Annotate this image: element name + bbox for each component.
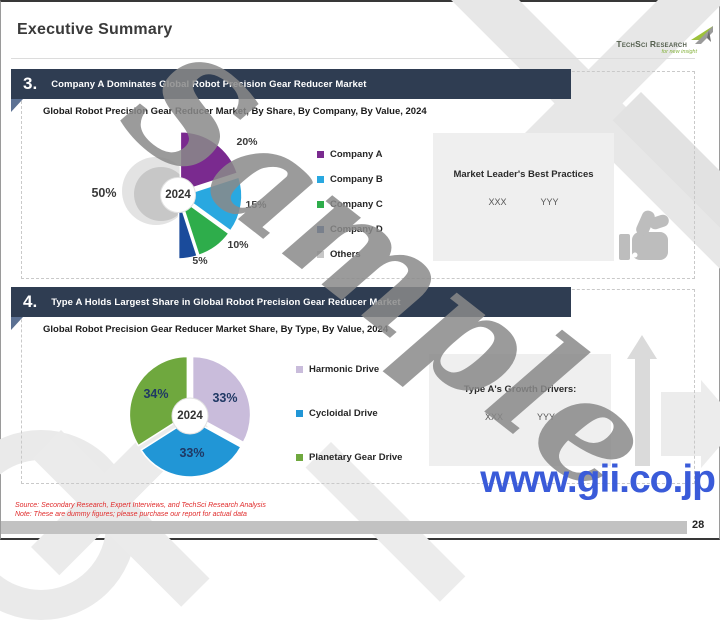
logo-arrow-icon [689, 26, 713, 49]
source-note: Source: Secondary Research, Expert Inter… [15, 501, 266, 519]
pie-percent-label: 5% [192, 255, 208, 267]
legend-label: Harmonic Drive [309, 364, 380, 375]
up-arrow-icon [627, 335, 657, 359]
legend-item: Cycloidal Drive [296, 408, 402, 419]
donut-center-circle [171, 397, 209, 435]
info-box-title: Type A's Growth Drivers: [463, 384, 577, 395]
placeholder-yyy: YYY [540, 197, 559, 207]
up-arrow-icon [635, 358, 650, 466]
right-arrow-icon [661, 392, 705, 456]
chart-2-legend: Harmonic Drive Cycloidal Drive Planetary G… [296, 364, 402, 496]
right-arrow-icon [701, 380, 720, 468]
center-year-label: 2024 [165, 189, 191, 201]
title-separator [11, 58, 695, 59]
info-box-growth-drivers: Type A's Growth Drivers: XXX YYY [429, 354, 611, 466]
ribbon-fold [11, 99, 23, 112]
legend-swatch [296, 410, 303, 417]
section-headline: Company A Dominates Global Robot Precisi… [51, 78, 367, 90]
legend-swatch [317, 151, 324, 158]
legend-swatch [296, 454, 303, 461]
legend-item: Company D [317, 224, 383, 235]
page-title: Executive Summary [17, 21, 173, 38]
logo-tagline: for new insight [661, 49, 697, 55]
pie-slice-cycloidal-drive [140, 418, 242, 478]
placeholder-xxx: XXX [484, 412, 503, 422]
info-box-best-practices: Market Leader's Best Practices XXX YYY [433, 133, 614, 261]
legend-label: Company A [330, 149, 383, 160]
donut-center-circle [160, 177, 196, 213]
company-logo: TechSci Research for new insight [597, 26, 713, 55]
legend-item: Harmonic Drive [296, 364, 402, 375]
center-year-label: 2024 [177, 410, 203, 422]
pie-percent-label: 15% [245, 199, 267, 211]
pie-chart-type-share: 2024 33% 33% 34% [123, 350, 323, 484]
legend-swatch [296, 366, 303, 373]
legend-label: Company B [330, 174, 383, 185]
pie-percent-label: 20% [236, 136, 258, 148]
note-line: Note: These are dummy figures; please pu… [15, 511, 247, 518]
pie-percent-label: 10% [227, 239, 249, 251]
legend-swatch [317, 176, 324, 183]
placeholder-xxx: XXX [488, 197, 507, 207]
legend-label: Planetary Gear Drive [309, 452, 403, 463]
pie-chart-company-share: 2024 20% 15% 10% 5% 50% [91, 127, 311, 279]
pie-slice-company-d [177, 198, 199, 260]
placeholder-yyy: YYY [537, 412, 556, 422]
pie-percent-label: 50% [91, 186, 117, 200]
legend-label: Others [330, 249, 361, 260]
legend-item: Planetary Gear Drive [296, 452, 402, 463]
pie-slice-planetary-gear-drive [128, 355, 189, 447]
section-4-header: 4. Type A Holds Largest Share in Global … [11, 287, 571, 317]
info-box-title: Market Leader's Best Practices [453, 169, 594, 180]
chart-1-title: Global Robot Precision Gear Reducer Mark… [43, 106, 427, 117]
pie-percent-label: 34% [143, 387, 169, 401]
logo-text: TechSci Research [616, 39, 687, 49]
thumbs-up-icon [619, 208, 673, 271]
footer-bar [1, 521, 687, 534]
pie-slice-company-c [178, 196, 230, 257]
pie-slice-company-b [180, 176, 243, 232]
section-number: 4. [23, 292, 38, 311]
page-number: 28 [692, 519, 705, 531]
legend-label: Company D [330, 224, 383, 235]
legend-item: Company A [317, 149, 383, 160]
legend-label: Company C [330, 199, 383, 210]
pie-slice-company-a [179, 131, 239, 193]
gii-site-watermark[interactable]: www.gii.co.jp [480, 458, 716, 501]
section-3-header: 3. Company A Dominates Global Robot Prec… [11, 69, 571, 99]
legend-label: Cycloidal Drive [309, 408, 378, 419]
source-line: Source: Secondary Research, Expert Inter… [15, 502, 266, 509]
ribbon-fold [11, 317, 23, 330]
legend-item: Others [317, 249, 383, 260]
pie-percent-label: 33% [179, 446, 205, 460]
legend-item: Company C [317, 199, 383, 210]
pie-percent-label: 33% [212, 391, 238, 405]
legend-item: Company B [317, 174, 383, 185]
legend-swatch [317, 201, 324, 208]
section-headline: Type A Holds Largest Share in Global Rob… [51, 296, 401, 308]
chart-1-legend: Company A Company B Company C Company D Othe… [317, 149, 383, 274]
chart-2-title: Global Robot Precision Gear Reducer Mark… [43, 324, 389, 335]
legend-swatch [317, 251, 324, 258]
section-number: 3. [23, 74, 38, 93]
legend-swatch [317, 226, 324, 233]
